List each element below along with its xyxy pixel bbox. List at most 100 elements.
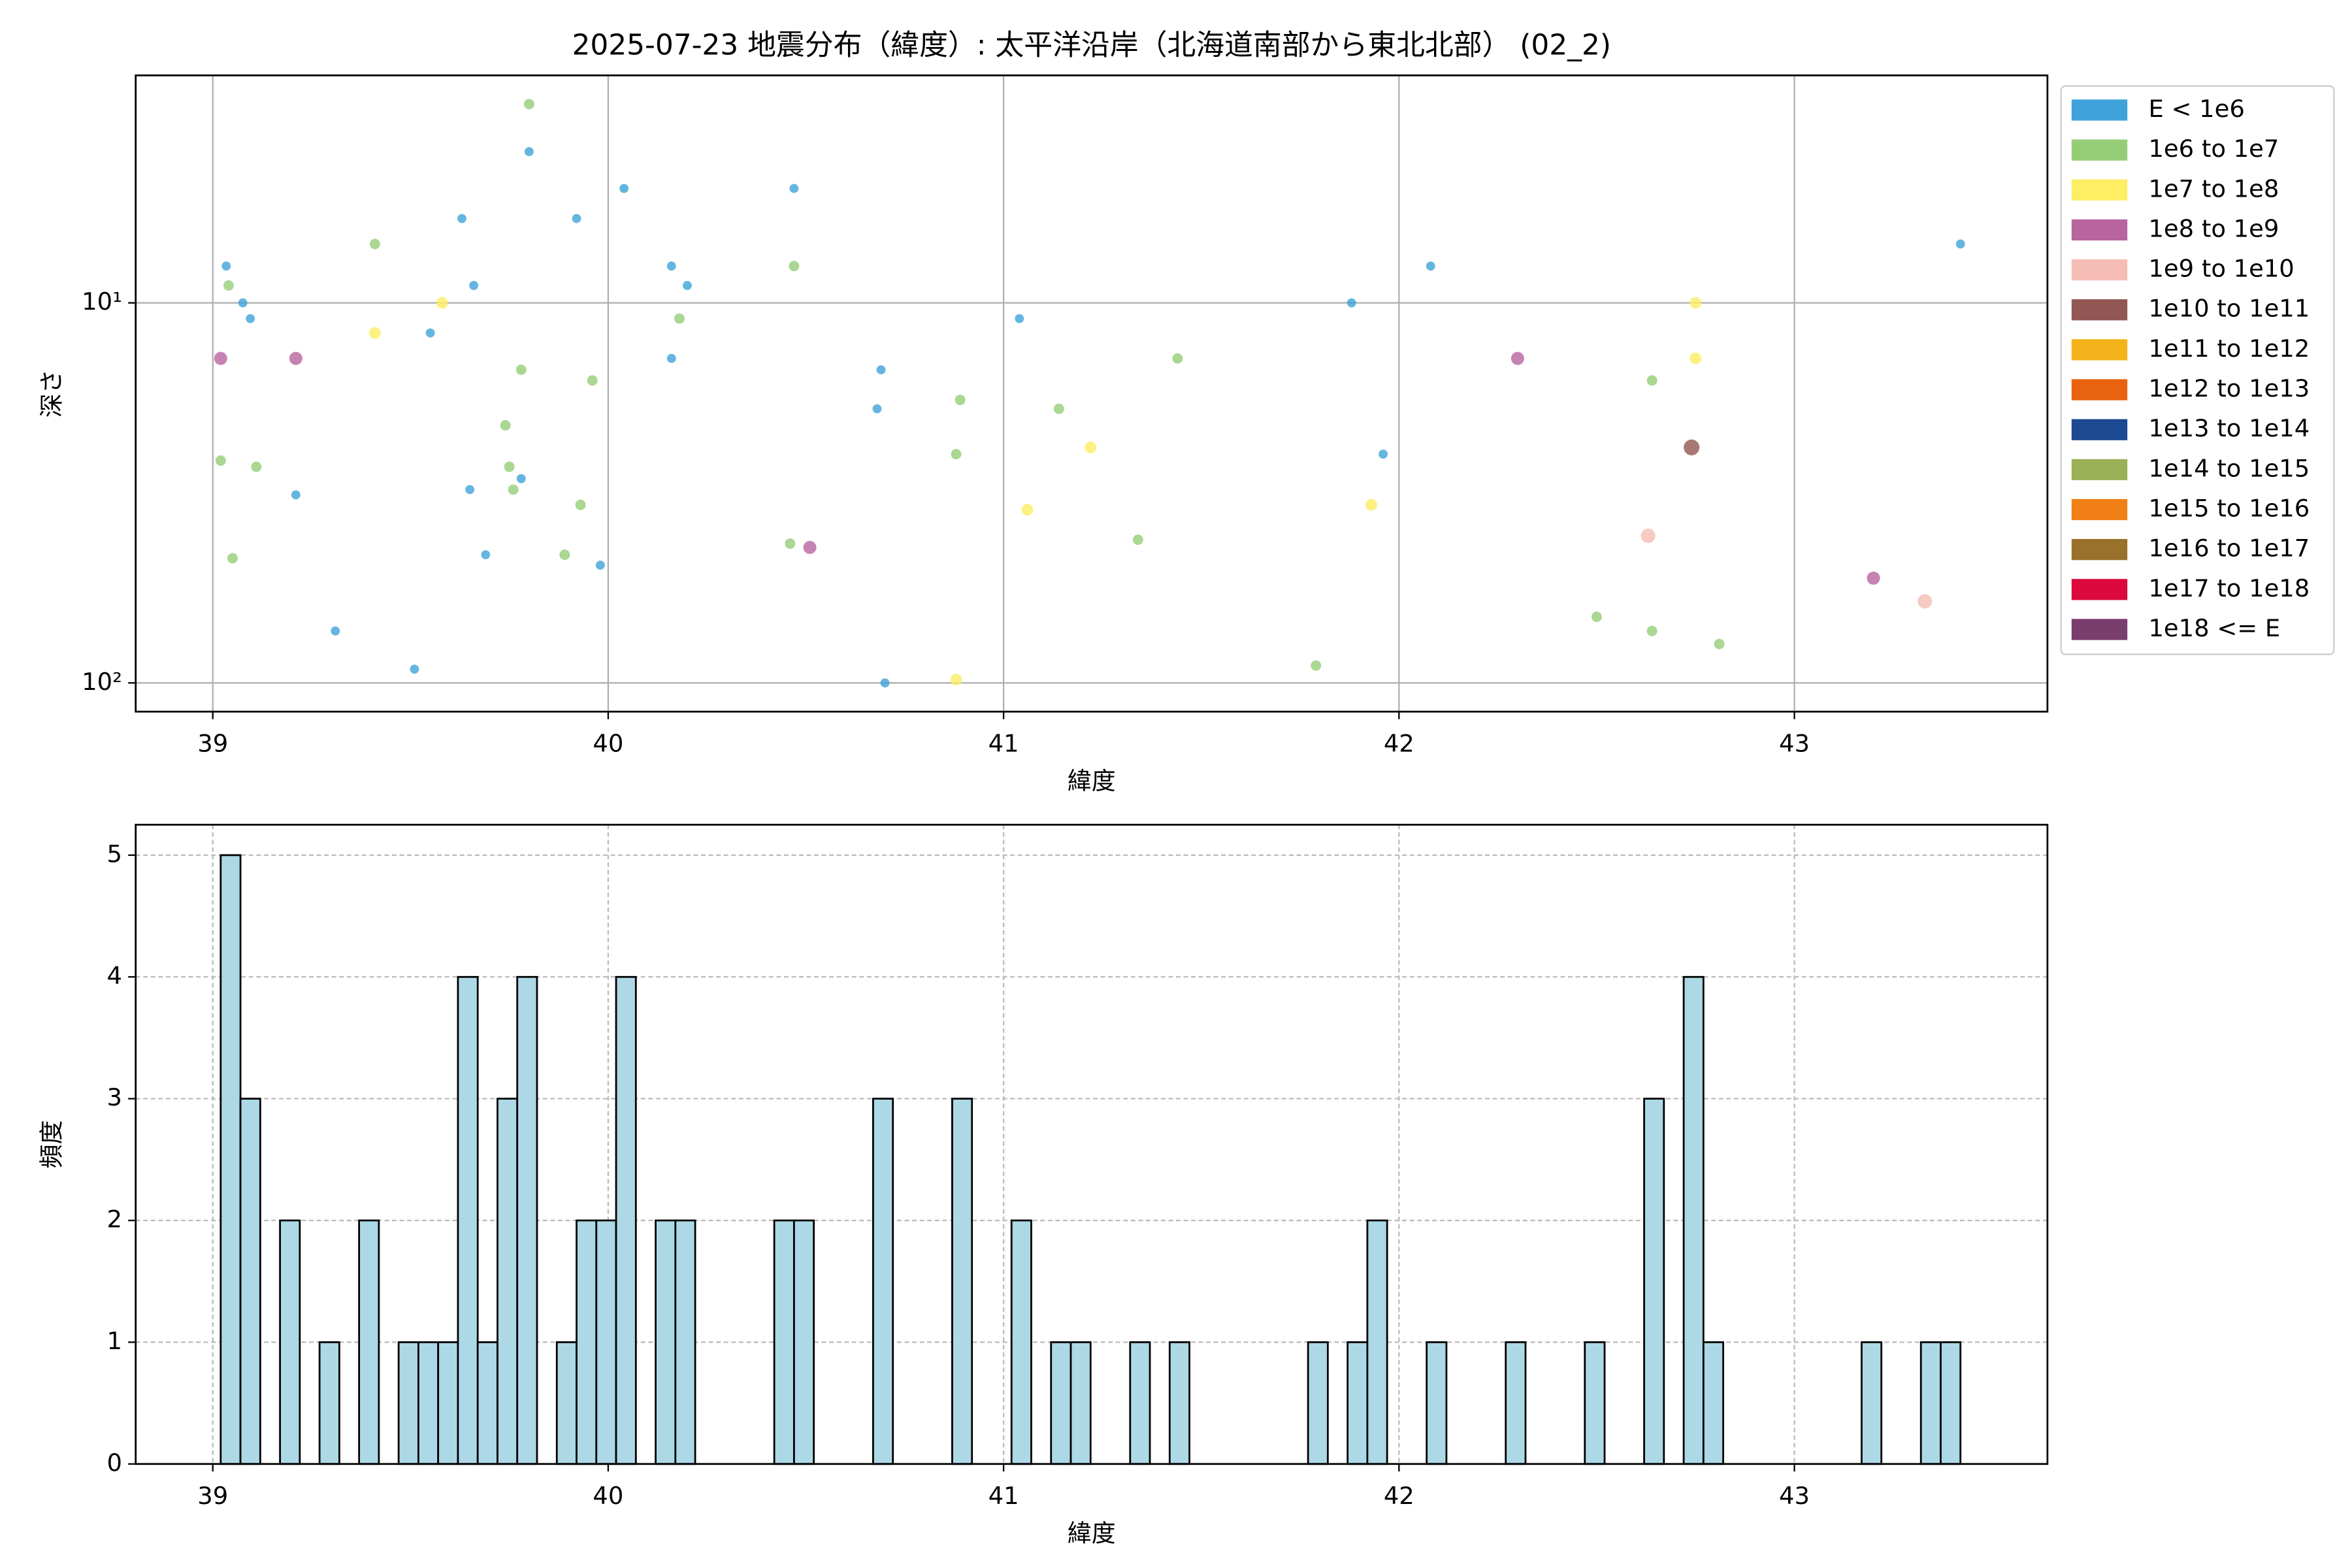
data-point bbox=[523, 99, 534, 110]
legend-box bbox=[2060, 85, 2335, 655]
data-point bbox=[524, 147, 534, 157]
legend-swatch bbox=[2071, 498, 2128, 521]
histogram-bar bbox=[674, 1219, 696, 1465]
legend-label: 1e12 to 1e13 bbox=[2148, 374, 2310, 402]
y-tick-label: 2 bbox=[106, 1205, 122, 1233]
histogram-bar bbox=[220, 854, 242, 1465]
data-point bbox=[1867, 571, 1880, 585]
data-point bbox=[1646, 375, 1658, 386]
legend-label: 1e17 to 1e18 bbox=[2148, 574, 2310, 602]
histogram-bar bbox=[417, 1341, 440, 1465]
histogram-bar bbox=[1426, 1341, 1448, 1465]
histogram-bar bbox=[1010, 1219, 1032, 1465]
legend-label: 1e18 <= E bbox=[2148, 614, 2280, 642]
data-point bbox=[876, 365, 886, 374]
legend-swatch bbox=[2071, 419, 2128, 440]
data-point bbox=[1690, 297, 1702, 309]
data-point bbox=[515, 365, 527, 375]
data-point bbox=[289, 351, 302, 365]
legend-label: 1e14 to 1e15 bbox=[2148, 454, 2310, 482]
data-point bbox=[223, 280, 234, 291]
histogram-bar bbox=[1682, 975, 1705, 1465]
x-tick-label: 42 bbox=[1384, 730, 1414, 758]
histogram-bar bbox=[655, 1219, 677, 1465]
data-point bbox=[508, 484, 519, 495]
histogram-bar bbox=[497, 1098, 519, 1465]
histogram-bar bbox=[1505, 1341, 1527, 1465]
histogram-bar bbox=[872, 1098, 894, 1465]
data-point bbox=[215, 455, 226, 466]
histogram-bar bbox=[1702, 1341, 1724, 1465]
x-tick-label: 39 bbox=[197, 730, 228, 758]
legend-swatch bbox=[2071, 299, 2128, 321]
data-point bbox=[1511, 351, 1524, 365]
x-tick-label: 40 bbox=[593, 730, 623, 758]
data-point bbox=[368, 327, 381, 339]
legend-label: 1e16 to 1e17 bbox=[2148, 534, 2310, 563]
x-axis-label: 緯度 bbox=[1068, 767, 1116, 795]
legend-label: 1e11 to 1e12 bbox=[2148, 335, 2310, 363]
y-tick-label: 10² bbox=[82, 668, 122, 696]
legend-swatch bbox=[2071, 259, 2128, 281]
x-tick-label: 43 bbox=[1779, 730, 1810, 758]
data-point bbox=[465, 485, 475, 495]
x-tick-label: 39 bbox=[197, 1482, 228, 1510]
x-tick-label: 41 bbox=[988, 730, 1019, 758]
data-point bbox=[1015, 314, 1024, 323]
y-tick-label: 3 bbox=[106, 1083, 122, 1111]
legend-label: 1e13 to 1e14 bbox=[2148, 414, 2310, 442]
legend-swatch bbox=[2071, 579, 2128, 600]
histogram-bar bbox=[1584, 1341, 1606, 1465]
data-point bbox=[587, 375, 598, 386]
legend-label: 1e10 to 1e11 bbox=[2148, 295, 2310, 323]
histogram-bar bbox=[358, 1219, 380, 1465]
histogram-bar bbox=[516, 975, 538, 1465]
y-tick-label: 5 bbox=[106, 840, 122, 868]
legend-swatch bbox=[2071, 99, 2128, 121]
data-point bbox=[457, 214, 466, 223]
histogram-bar bbox=[1366, 1219, 1388, 1465]
legend-swatch bbox=[2071, 339, 2128, 361]
data-point bbox=[575, 499, 586, 510]
data-point bbox=[1379, 449, 1388, 459]
legend-swatch bbox=[2071, 139, 2128, 161]
legend-swatch bbox=[2071, 219, 2128, 241]
data-point bbox=[1311, 660, 1322, 671]
histogram-bar bbox=[279, 1219, 301, 1465]
data-point bbox=[516, 474, 526, 483]
data-point bbox=[227, 553, 238, 564]
data-point bbox=[559, 549, 570, 561]
plot-frame bbox=[135, 74, 2049, 713]
data-point bbox=[238, 298, 248, 308]
data-point bbox=[1132, 534, 1143, 546]
data-point bbox=[789, 261, 800, 272]
data-point bbox=[425, 328, 435, 338]
data-point bbox=[803, 540, 817, 554]
data-point bbox=[674, 313, 685, 324]
data-point bbox=[481, 550, 491, 560]
histogram-bar bbox=[1643, 1098, 1665, 1465]
histogram-bar bbox=[1940, 1341, 1962, 1465]
histogram-bar bbox=[318, 1341, 340, 1465]
legend-swatch bbox=[2071, 619, 2128, 640]
data-point bbox=[880, 678, 890, 688]
data-point bbox=[436, 297, 448, 309]
x-tick-label: 41 bbox=[988, 1482, 1019, 1510]
y-axis-label: 深さ bbox=[37, 369, 65, 417]
data-point bbox=[1714, 638, 1725, 649]
histogram-bar bbox=[792, 1219, 815, 1465]
data-point bbox=[1053, 403, 1064, 414]
y-tick-label: 4 bbox=[106, 962, 122, 990]
data-point bbox=[331, 626, 340, 636]
data-point bbox=[291, 490, 301, 500]
histogram-bar bbox=[1307, 1341, 1329, 1465]
x-tick-label: 42 bbox=[1384, 1482, 1414, 1510]
legend-label: 1e8 to 1e9 bbox=[2148, 214, 2279, 242]
data-point bbox=[1918, 594, 1933, 609]
legend-swatch bbox=[2071, 379, 2128, 400]
data-point bbox=[1684, 439, 1700, 455]
x-axis-label: 緯度 bbox=[1068, 1520, 1116, 1548]
data-point bbox=[1085, 441, 1097, 453]
